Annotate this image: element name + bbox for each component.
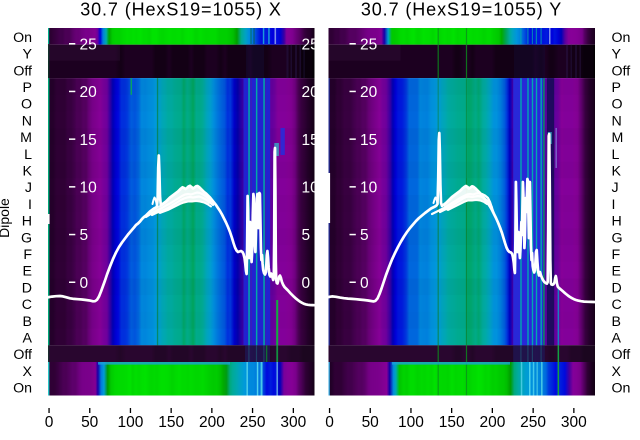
svg-text:100: 100 <box>117 414 143 431</box>
svg-text:I: I <box>612 197 616 213</box>
svg-text:On: On <box>612 381 631 397</box>
svg-text:I: I <box>28 197 32 213</box>
svg-text:X: X <box>23 364 33 380</box>
svg-text:300: 300 <box>280 414 306 431</box>
svg-text:X: X <box>612 364 622 380</box>
svg-text:150: 150 <box>158 414 184 431</box>
svg-text:300: 300 <box>561 414 587 431</box>
svg-text:N: N <box>22 113 32 129</box>
svg-text:P: P <box>612 80 621 96</box>
svg-text:30.7 (HexS19=1055) Y: 30.7 (HexS19=1055) Y <box>361 0 562 20</box>
svg-text:F: F <box>23 247 32 263</box>
svg-text:P: P <box>23 80 32 96</box>
svg-text:20: 20 <box>302 84 320 101</box>
svg-text:0: 0 <box>80 275 89 292</box>
svg-text:10: 10 <box>80 180 98 197</box>
svg-text:L: L <box>24 147 32 163</box>
svg-text:Off: Off <box>13 63 32 79</box>
svg-text:On: On <box>612 30 631 46</box>
svg-text:F: F <box>612 247 621 263</box>
svg-text:On: On <box>13 30 32 46</box>
svg-text:C: C <box>612 297 622 313</box>
svg-text:20: 20 <box>360 84 378 101</box>
svg-text:O: O <box>21 97 32 113</box>
svg-text:G: G <box>21 230 32 246</box>
svg-text:M: M <box>612 130 624 146</box>
svg-text:5: 5 <box>360 227 369 244</box>
svg-text:D: D <box>22 280 32 296</box>
svg-text:K: K <box>23 164 33 180</box>
svg-text:0: 0 <box>45 414 54 431</box>
svg-text:Y: Y <box>23 47 33 63</box>
svg-text:Off: Off <box>612 63 631 79</box>
svg-text:200: 200 <box>199 414 225 431</box>
svg-text:B: B <box>23 314 32 330</box>
svg-text:A: A <box>23 331 33 347</box>
svg-text:10: 10 <box>360 180 378 197</box>
svg-text:H: H <box>22 214 32 230</box>
svg-text:5: 5 <box>302 227 311 244</box>
svg-text:15: 15 <box>302 132 319 149</box>
svg-text:250: 250 <box>520 414 546 431</box>
svg-text:100: 100 <box>398 414 424 431</box>
svg-text:50: 50 <box>362 414 380 431</box>
svg-text:A: A <box>612 331 622 347</box>
svg-text:250: 250 <box>240 414 266 431</box>
svg-text:N: N <box>612 113 622 129</box>
svg-text:O: O <box>612 97 623 113</box>
svg-text:E: E <box>612 264 621 280</box>
svg-text:Dipole: Dipole <box>0 198 12 238</box>
svg-text:15: 15 <box>80 132 97 149</box>
svg-text:25: 25 <box>80 36 97 53</box>
svg-text:10: 10 <box>302 180 320 197</box>
svg-text:M: M <box>20 130 32 146</box>
svg-text:30.7 (HexS19=1055) X: 30.7 (HexS19=1055) X <box>80 0 282 20</box>
svg-text:H: H <box>612 214 622 230</box>
svg-text:C: C <box>22 297 32 313</box>
svg-text:25: 25 <box>360 36 377 53</box>
svg-text:50: 50 <box>81 414 99 431</box>
svg-text:200: 200 <box>479 414 505 431</box>
svg-text:20: 20 <box>80 84 98 101</box>
svg-text:15: 15 <box>360 132 377 149</box>
svg-text:Off: Off <box>612 347 631 363</box>
svg-text:25: 25 <box>302 36 319 53</box>
svg-text:5: 5 <box>80 227 89 244</box>
svg-text:0: 0 <box>325 414 334 431</box>
svg-text:J: J <box>612 180 619 196</box>
svg-text:On: On <box>13 381 32 397</box>
svg-text:E: E <box>23 264 32 280</box>
svg-text:150: 150 <box>439 414 465 431</box>
svg-text:Off: Off <box>13 347 32 363</box>
svg-text:Y: Y <box>612 47 622 63</box>
svg-text:J: J <box>25 180 32 196</box>
svg-text:G: G <box>612 230 623 246</box>
svg-text:D: D <box>612 280 622 296</box>
svg-text:0: 0 <box>302 275 311 292</box>
svg-text:0: 0 <box>360 275 369 292</box>
svg-text:B: B <box>612 314 621 330</box>
svg-text:K: K <box>612 164 622 180</box>
svg-text:L: L <box>612 147 620 163</box>
